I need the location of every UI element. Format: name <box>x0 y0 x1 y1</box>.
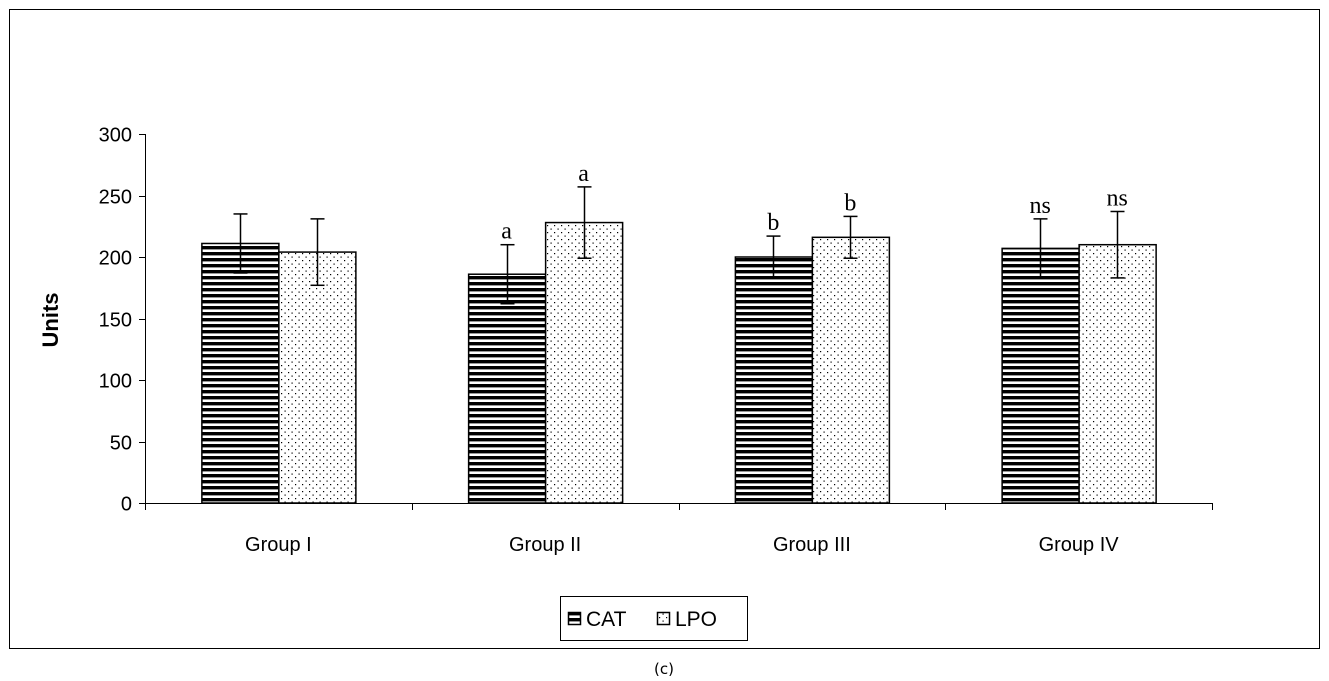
bar-cat <box>467 273 547 504</box>
significance-label: a <box>578 161 589 187</box>
bar-lpo <box>811 236 891 504</box>
significance-label: ns <box>1106 185 1127 211</box>
bar-cat <box>734 256 814 504</box>
significance-label: ns <box>1029 193 1050 219</box>
y-tick-label: 0 <box>121 494 132 516</box>
significance-label: b <box>767 210 779 236</box>
significance-label: b <box>844 190 856 216</box>
x-tick-label: Group II <box>509 534 581 556</box>
x-tick-label: Group I <box>245 534 312 556</box>
y-tick-label: 100 <box>99 371 132 393</box>
y-tick-label: 300 <box>99 125 132 147</box>
bar-lpo <box>278 251 357 504</box>
bar-lpo <box>1078 243 1157 504</box>
legend-box <box>560 596 748 641</box>
x-tick-label: Group III <box>773 534 851 556</box>
x-tick-label: Group IV <box>1039 534 1120 556</box>
legend-label-cat: CAT <box>586 608 627 631</box>
legend-swatch-lpo <box>656 611 671 626</box>
bar-lpo <box>544 221 624 504</box>
y-tick-label: 50 <box>110 433 132 455</box>
y-axis-title: Units <box>38 293 63 348</box>
bar-cat <box>1001 247 1080 504</box>
legend-label-lpo: LPO <box>675 608 717 631</box>
figure-caption: (c) <box>654 660 674 678</box>
legend-swatch-cat <box>567 611 582 626</box>
bar-cat <box>201 242 280 504</box>
plot-area: 0 50 100 150 200 250 300 a a b b ns ns Group I Group I… <box>99 125 1213 556</box>
legend: CAT LPO <box>560 596 748 641</box>
significance-label: a <box>501 219 512 245</box>
y-tick-label: 150 <box>99 310 132 332</box>
y-tick-label: 250 <box>99 187 132 209</box>
y-tick-label: 200 <box>99 248 132 270</box>
